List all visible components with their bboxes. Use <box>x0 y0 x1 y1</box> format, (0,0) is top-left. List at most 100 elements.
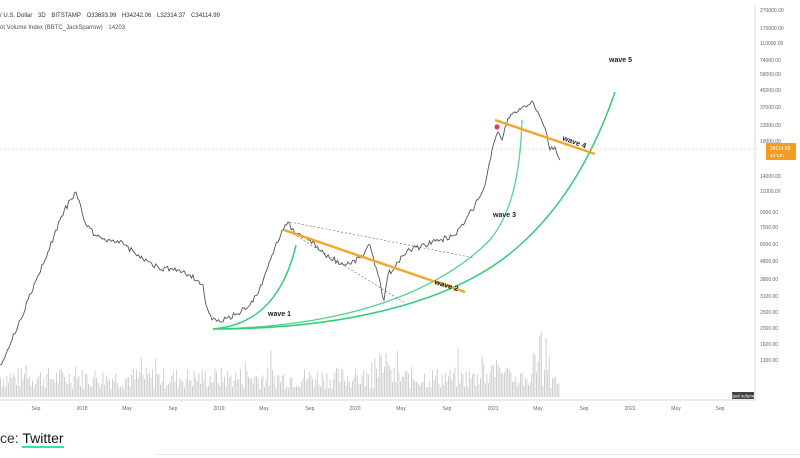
volume-bar <box>137 378 139 397</box>
volume-bar <box>80 386 81 397</box>
wedge-lower-line <box>289 231 406 304</box>
volume-bar <box>4 387 6 397</box>
volume-bar <box>366 372 368 397</box>
volume-bar <box>417 383 419 397</box>
volume-bar <box>60 368 62 397</box>
volume-bar <box>41 386 43 397</box>
volume-bar <box>552 378 553 397</box>
volume-bar <box>331 388 333 397</box>
volume-bar <box>30 385 32 397</box>
chart-area[interactable]: 270000.00 170000.00 110000.00 74000.00 58000… <box>0 0 800 416</box>
volume-bar <box>483 363 485 397</box>
volume-bar <box>182 381 184 397</box>
volume-bar <box>516 385 518 397</box>
time-tick-label: May <box>671 406 681 412</box>
volume-bar <box>392 382 393 397</box>
volume-bar <box>257 378 259 397</box>
volume-bar <box>316 371 318 397</box>
price-tick-label: 6000.00 <box>760 242 778 248</box>
volume-bar <box>270 350 272 397</box>
volume-bar <box>142 375 144 397</box>
trendline-wave-4 <box>494 118 596 156</box>
volume-bar <box>225 386 227 397</box>
volume-bar <box>363 370 365 397</box>
price-chart[interactable]: 270000.00 170000.00 110000.00 74000.00 58000… <box>0 0 800 416</box>
volume-bar <box>273 376 275 397</box>
volume-bar <box>406 370 408 397</box>
volume-bar <box>110 388 112 397</box>
ohlc-high: H34242.06 <box>121 13 152 19</box>
volume-bar <box>158 374 160 397</box>
source-link[interactable]: Twitter <box>22 430 64 448</box>
time-tick-label: 2020 <box>349 406 360 412</box>
volume-bar <box>345 385 347 397</box>
volume-bar <box>147 374 149 397</box>
volume-bar <box>6 376 8 397</box>
volume-bar <box>337 368 339 397</box>
volume-bar <box>374 358 376 397</box>
volume-bar <box>534 354 536 397</box>
volume-bar <box>312 378 313 397</box>
volume-bar <box>73 376 75 397</box>
volume-bar <box>9 374 11 397</box>
volume-bar <box>185 378 187 397</box>
volume-bar <box>84 373 86 397</box>
volume-bar <box>371 362 373 397</box>
volume-bar <box>470 378 472 397</box>
volume-bar <box>318 384 320 397</box>
volume-bar <box>513 381 515 397</box>
volume-bar <box>473 372 475 397</box>
volume-bar <box>280 382 281 397</box>
volume-bar <box>228 377 230 397</box>
volume-bar <box>36 378 38 397</box>
volume-bar <box>224 376 225 397</box>
volume-bar <box>27 379 29 397</box>
volume-bar <box>403 376 405 397</box>
volume-bar <box>94 370 96 397</box>
volume-bar <box>449 369 451 397</box>
volume-bar <box>102 371 104 397</box>
price-tick-label: 3100.00 <box>760 294 778 300</box>
volume-bar <box>238 379 240 397</box>
volume-bar <box>105 375 107 397</box>
volume-bar <box>308 371 310 397</box>
volume-bar <box>24 374 25 397</box>
volume-bar <box>340 369 342 397</box>
volume-bar <box>254 376 256 397</box>
volume-bar <box>334 372 336 397</box>
volume-bar <box>155 358 157 397</box>
volume-bar <box>188 380 190 397</box>
price-tick-label: 19000.00 <box>760 139 781 145</box>
volume-bar <box>329 379 331 397</box>
volume-bar <box>65 381 67 397</box>
volume-bar <box>412 378 414 397</box>
price-tick-label: 14000.00 <box>760 174 781 180</box>
volume-bar <box>52 379 54 397</box>
chart-header-ohlc: / U.S. Dollar 3D BITSTAMP O33693.99 H342… <box>0 13 224 19</box>
volume-bar <box>43 379 45 397</box>
volume-bar <box>19 386 21 397</box>
volume-bar <box>492 365 494 397</box>
volume-bar <box>193 370 195 397</box>
volume-bar <box>422 381 424 397</box>
volume-bar <box>556 383 558 397</box>
volume-bar <box>414 380 416 397</box>
volume-bar <box>432 370 433 397</box>
source-caption: ce: Twitter <box>0 430 64 448</box>
volume-bar <box>550 387 552 397</box>
volume-bar <box>236 379 238 397</box>
volume-bar <box>252 383 254 397</box>
volume-bar <box>444 373 446 397</box>
volume-bar <box>200 383 201 397</box>
price-tick-label: 9000.00 <box>760 210 778 216</box>
volume-bar <box>177 387 179 397</box>
volume-bar <box>350 386 352 397</box>
volume-bar <box>505 368 507 397</box>
volume-bar <box>195 377 197 397</box>
indicator-header: ot Volume Index (BBTC_JackSparrow) 14203 <box>0 25 129 31</box>
volume-bar <box>3 379 5 397</box>
volume-bar <box>56 372 57 397</box>
last-price-countdown: 1d 12h <box>770 153 784 158</box>
volume-bar <box>299 386 301 397</box>
volume-bar <box>20 367 22 397</box>
